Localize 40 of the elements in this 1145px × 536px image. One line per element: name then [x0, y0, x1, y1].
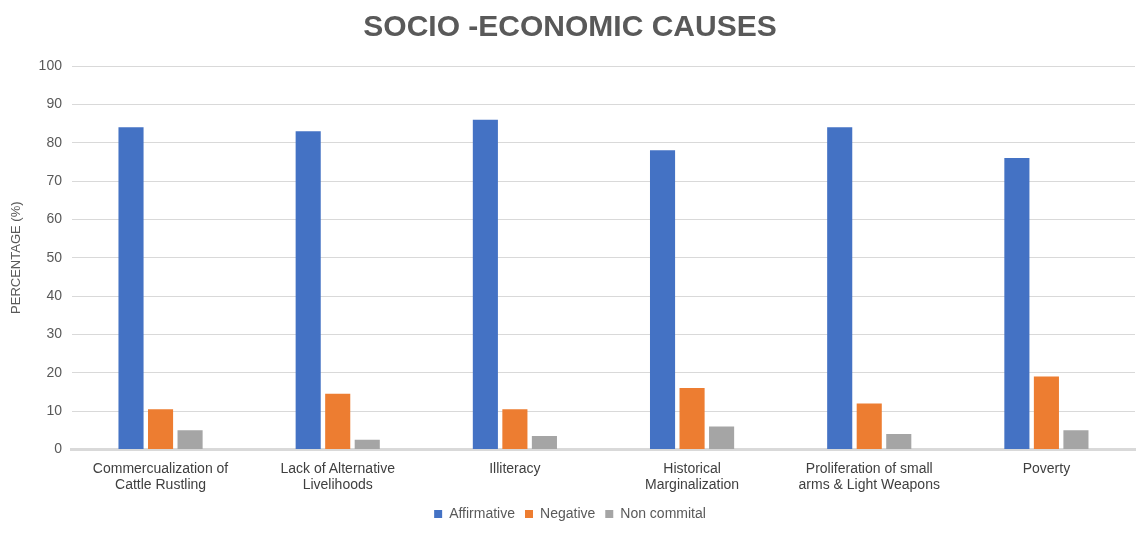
x-tick-label: Commercualization of Cattle Rustling — [92, 459, 229, 493]
x-tick-label: Poverty — [1022, 459, 1071, 476]
x-tick-label: Illiteracy — [489, 459, 541, 476]
y-tick-label: 30 — [46, 325, 63, 342]
y-tick-label: 10 — [46, 401, 63, 418]
bar — [325, 393, 351, 449]
y-tick-label: 40 — [46, 286, 63, 303]
bar — [1063, 430, 1089, 449]
bar — [856, 403, 882, 449]
x-tick-label: Proliferation of small arms & Light Weapons — [798, 459, 940, 493]
bar — [118, 127, 144, 449]
bar — [679, 388, 705, 449]
bar — [502, 409, 528, 449]
legend-label: Negative — [540, 504, 596, 521]
bar — [177, 430, 203, 449]
y-tick-label: 90 — [46, 95, 63, 112]
y-tick-label: 60 — [46, 210, 63, 227]
bar — [354, 439, 380, 449]
bar — [709, 426, 735, 449]
y-tick-label: 0 — [54, 440, 63, 457]
x-tick-label: Lack of Alternative Livelihoods — [280, 459, 396, 493]
legend-label: Affirmative — [449, 504, 516, 521]
y-tick-label: 80 — [46, 133, 63, 150]
bar — [1033, 376, 1059, 449]
legend-label: Non commital — [620, 504, 706, 521]
bar — [472, 119, 498, 449]
y-tick-label: 20 — [46, 363, 63, 380]
bar — [1004, 158, 1030, 449]
bar — [827, 127, 853, 449]
y-axis-title: PERCENTAGE (%) — [8, 201, 24, 314]
chart-title: SOCIO -ECONOMIC CAUSES — [363, 9, 777, 43]
y-tick-label: 70 — [46, 171, 63, 188]
bar — [886, 434, 912, 449]
y-tick-label: 50 — [46, 248, 63, 265]
x-tick-label: Historical Marginalization — [644, 459, 740, 493]
bar — [531, 435, 557, 449]
y-tick-label: 100 — [38, 56, 63, 73]
bar — [148, 409, 174, 449]
bar — [295, 131, 321, 449]
bar — [649, 150, 676, 449]
